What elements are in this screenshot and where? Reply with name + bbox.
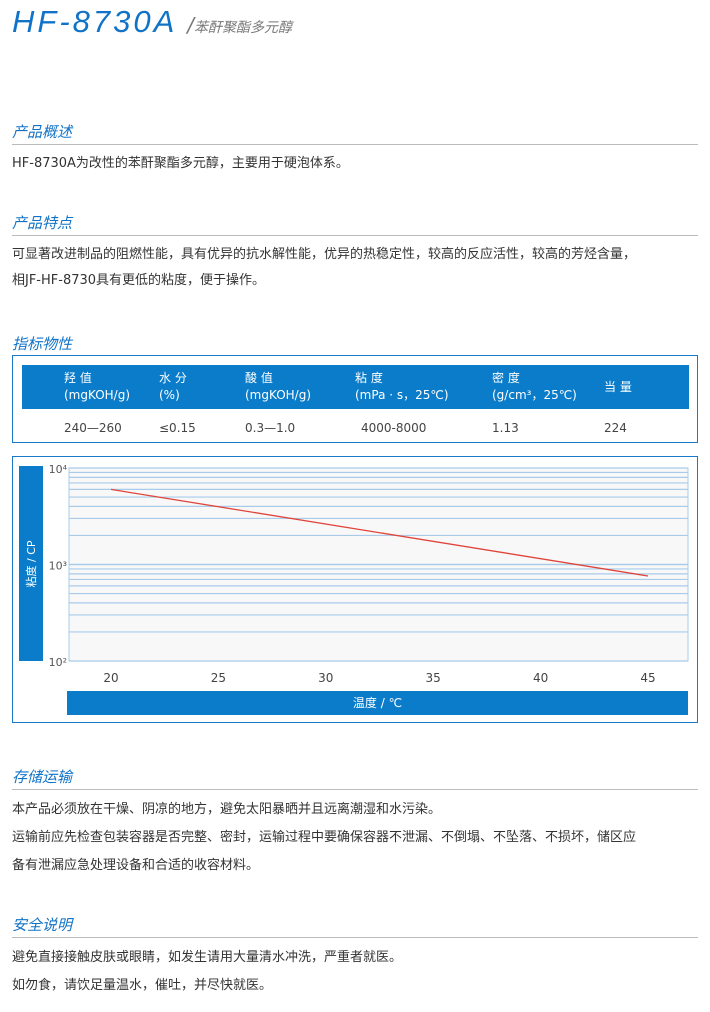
viscosity-chart: 10⁴ 10³ 10² 20 25 30 35 40 45 [49, 463, 689, 685]
x-tick-label: 30 [318, 671, 333, 685]
x-tick-label: 40 [533, 671, 548, 685]
section-title: 安全说明 [12, 914, 698, 938]
cell: 0.3—1.0 [245, 421, 296, 435]
cell: 4000-8000 [361, 421, 427, 435]
section-title: 指标物性 [12, 335, 73, 353]
section-title: 存储运输 [12, 766, 698, 790]
text-line: 运输前应先检查包装容器是否完整、密封，运输过程中要确保容器不泄漏、不倒塌、不坠落… [12, 830, 637, 845]
table-header-row: 羟 值 (mgKOH/g) 水 分 (%) 酸 值 (mgKOH/g) 粘 度 (mPa… [22, 365, 689, 409]
specs-section: 指标物性 [12, 333, 698, 356]
y-tick-label: 10² [49, 656, 67, 669]
viscosity-chart-box: 粘度 / CP 10⁴ 10³ 10² 20 25 30 35 40 45 温度 / ℃ [12, 456, 698, 723]
safety-section: 安全说明 避免直接接触皮肤或眼睛，如发生请用大量清水冲洗，严重者就医。 如勿食，请… [12, 914, 698, 1000]
header: HF-8730A / 苯酐聚酯多元醇 [12, 4, 292, 40]
cell: 224 [604, 421, 627, 435]
y-tick-label: 10⁴ [49, 463, 68, 476]
section-title: 产品概述 [12, 121, 698, 145]
section-title: 产品特点 [12, 212, 698, 236]
features-section: 产品特点 可显著改进制品的阻燃性能，具有优异的抗水解性能，优异的热稳定性，较高的… [12, 212, 698, 294]
col-header: 羟 值 (mgKOH/g) [22, 365, 159, 409]
product-subtitle: 苯酐聚酯多元醇 [194, 20, 293, 36]
overview-text: HF-8730A为改性的苯酐聚酯多元醇，主要用于硬泡体系。 [12, 156, 349, 171]
text-line: 本产品必须放在干燥、阴凉的地方，避免太阳暴晒并且远离潮湿和水污染。 [12, 802, 442, 817]
storage-section: 存储运输 本产品必须放在干燥、阴凉的地方，避免太阳暴晒并且远离潮湿和水污染。运输… [12, 766, 698, 880]
text-line: 避免直接接触皮肤或眼睛，如发生请用大量清水冲洗，严重者就医。 [12, 950, 403, 965]
y-tick-label: 10³ [49, 560, 67, 573]
text-line: 如勿食，请饮足量温水，催吐，并尽快就医。 [12, 978, 273, 993]
x-tick-label: 35 [426, 671, 441, 685]
text-line: 相JF-HF-8730具有更低的粘度，便于操作。 [12, 273, 266, 288]
safety-text: 避免直接接触皮肤或眼睛，如发生请用大量清水冲洗，严重者就医。 如勿食，请饮足量温水… [12, 944, 698, 1000]
specs-table: 羟 值 (mgKOH/g) 水 分 (%) 酸 值 (mgKOH/g) 粘 度 (mPa… [22, 365, 689, 443]
specs-table-box: 羟 值 (mgKOH/g) 水 分 (%) 酸 值 (mgKOH/g) 粘 度 (mPa… [12, 355, 698, 443]
text-line: 备有泄漏应急处理设备和合适的收容材料。 [12, 858, 260, 873]
col-header: 水 分 (%) [159, 365, 245, 409]
storage-text: 本产品必须放在干燥、阴凉的地方，避免太阳暴晒并且远离潮湿和水污染。运输前应先检查… [12, 796, 698, 880]
model-name: HF-8730A [12, 4, 178, 39]
col-header: 粘 度 (mPa · s，25℃) [355, 365, 492, 409]
col-header: 密 度 (g/cm³，25℃) [492, 365, 604, 409]
x-axis-label: 温度 / ℃ [67, 691, 688, 715]
viscosity-line [110, 488, 649, 577]
x-tick-label: 25 [211, 671, 226, 685]
cell: ≤0.15 [159, 421, 196, 435]
cell: 1.13 [492, 421, 519, 435]
x-tick-label: 20 [103, 671, 118, 685]
col-header: 当 量 [604, 365, 689, 409]
y-axis-label: 粘度 / CP [19, 466, 43, 661]
features-text: 可显著改进制品的阻燃性能，具有优异的抗水解性能，优异的热稳定性，较高的反应活性，… [12, 242, 698, 294]
table-row: 240—260 ≤0.15 0.3—1.0 4000-8000 1.13 224 [22, 409, 689, 443]
col-header: 酸 值 (mgKOH/g) [245, 365, 355, 409]
x-tick-label: 45 [640, 671, 655, 685]
divider-slash: / [187, 13, 195, 37]
overview-section: 产品概述 HF-8730A为改性的苯酐聚酯多元醇，主要用于硬泡体系。 [12, 121, 698, 177]
cell: 240—260 [64, 421, 122, 435]
text-line: 可显著改进制品的阻燃性能，具有优异的抗水解性能，优异的热稳定性，较高的反应活性，… [12, 247, 637, 262]
